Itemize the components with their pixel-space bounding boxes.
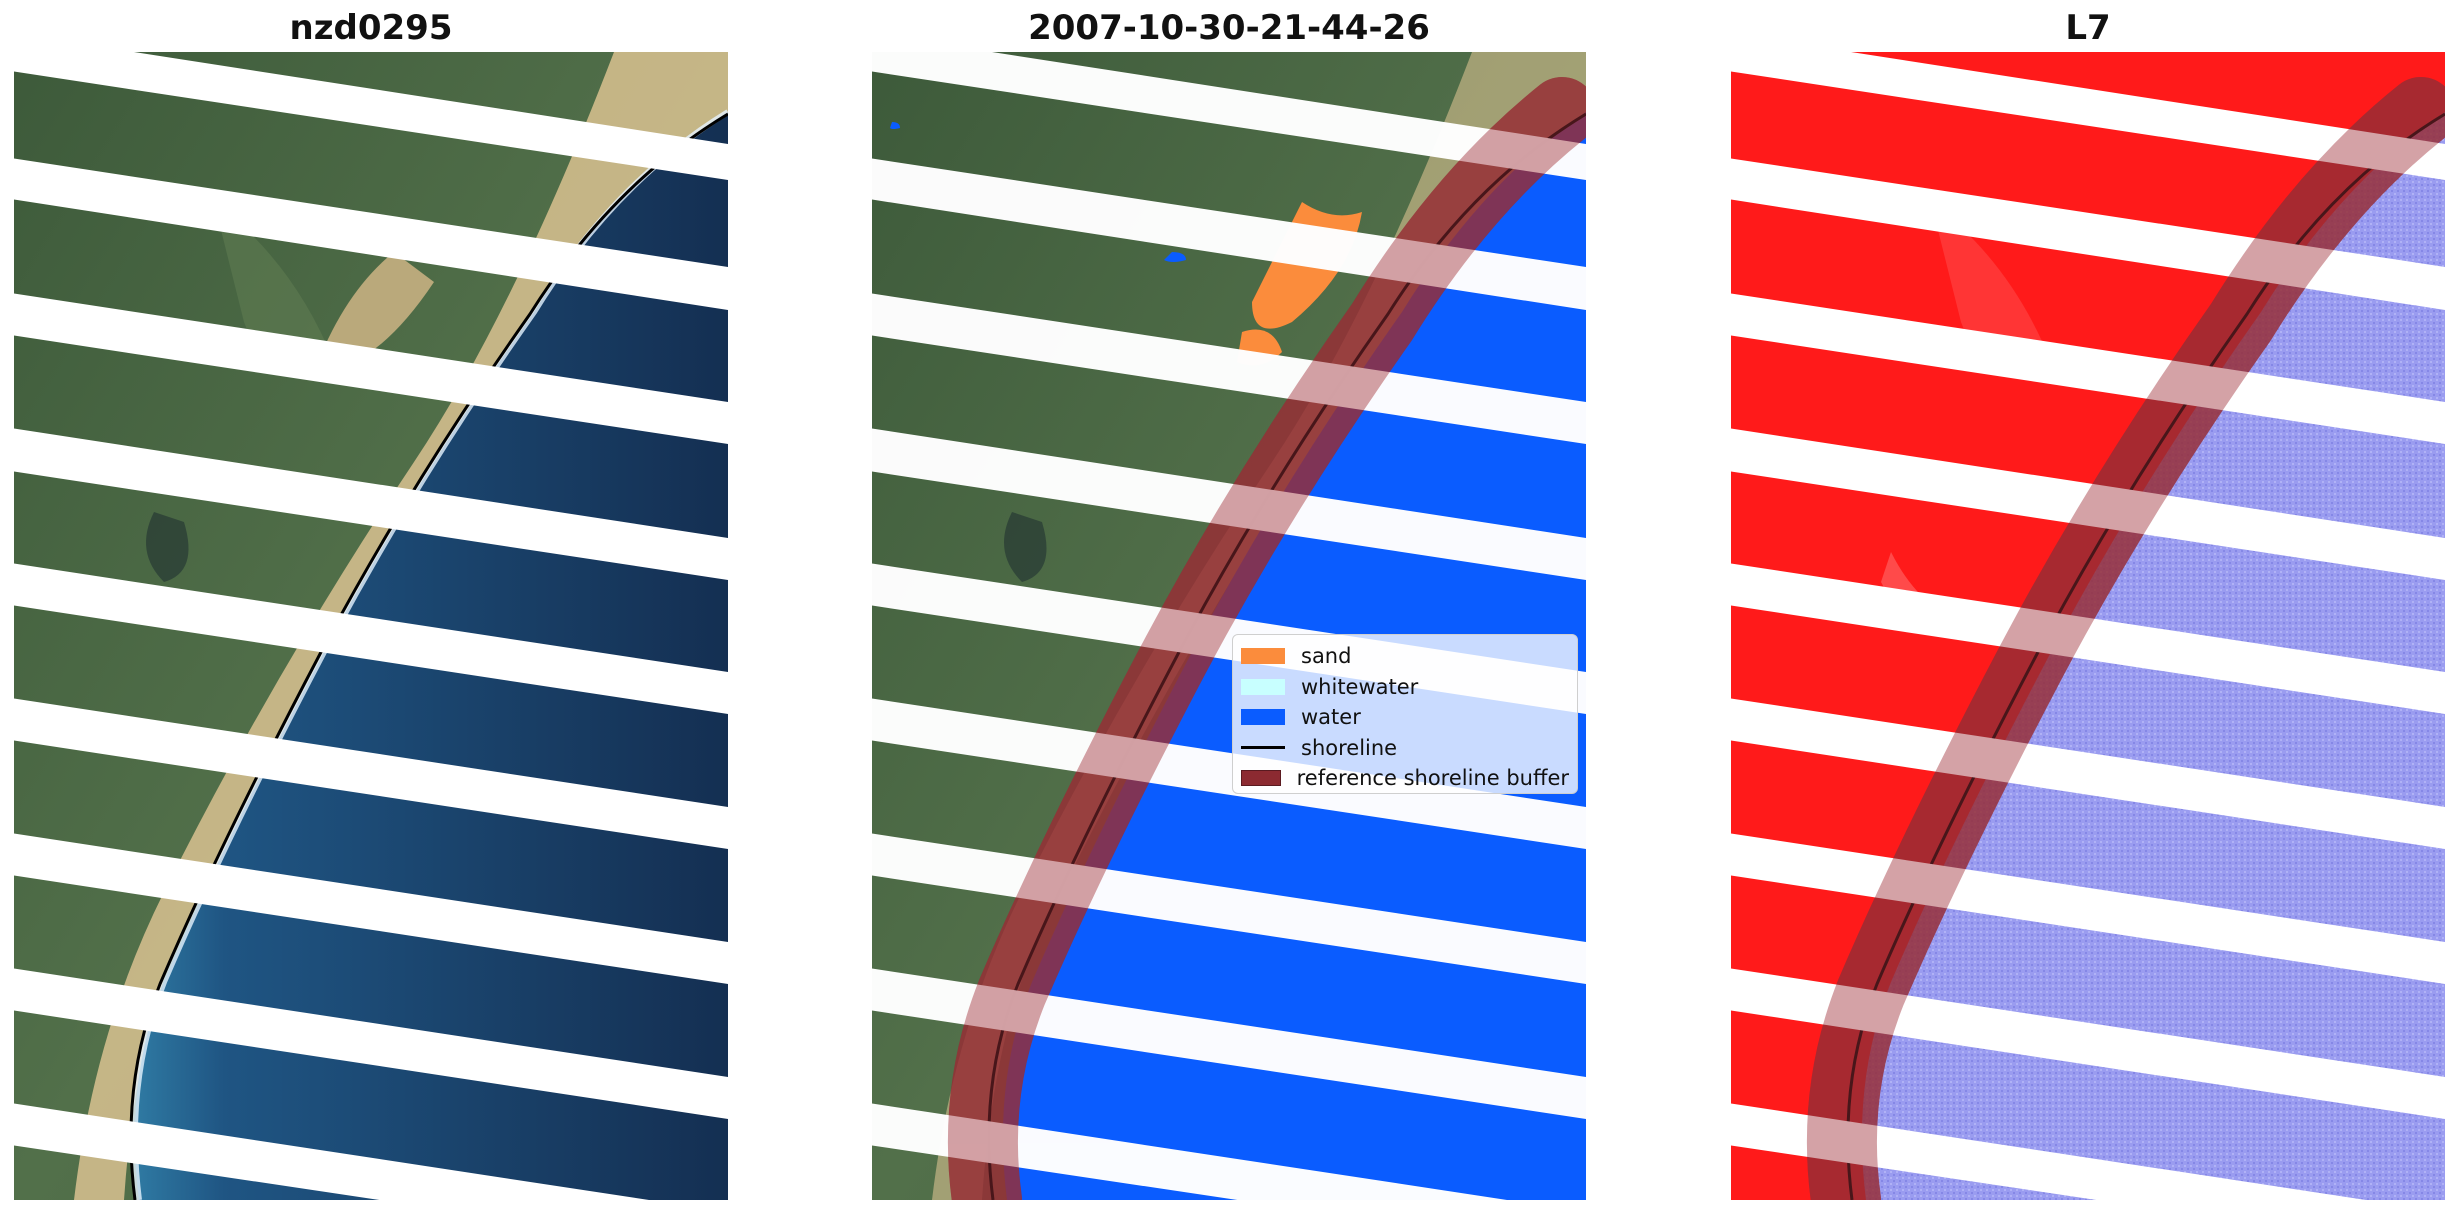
legend-item-sand: sand (1241, 641, 1569, 672)
panel-title-index: L7 (2065, 8, 2111, 48)
scanline-gaps (872, 52, 1586, 1200)
legend-swatch-water (1241, 709, 1285, 726)
panel-title-rgb: nzd0295 (289, 8, 453, 48)
rgb-image (14, 52, 728, 1200)
legend-item-shoreline: shoreline (1241, 733, 1569, 764)
index-panel (1731, 52, 2445, 1200)
legend-item-buffer: reference shoreline buffer (1241, 763, 1569, 794)
legend-swatch-whitewater (1241, 678, 1285, 695)
legend-swatch-buffer (1241, 770, 1281, 787)
scanline-gaps (1731, 52, 2445, 1200)
legend-label-whitewater: whitewater (1301, 674, 1419, 699)
legend: sand whitewater water shoreline referenc… (1232, 634, 1578, 794)
classification-panel (872, 52, 1586, 1200)
legend-label-buffer: reference shoreline buffer (1296, 766, 1569, 791)
scanline-gaps (14, 52, 728, 1200)
legend-label-shoreline: shoreline (1301, 735, 1398, 760)
panel-title-classification: 2007-10-30-21-44-26 (1028, 8, 1430, 48)
legend-item-whitewater: whitewater (1241, 672, 1569, 703)
index-image (1731, 52, 2445, 1200)
legend-item-water: water (1241, 702, 1569, 733)
legend-swatch-sand (1241, 648, 1285, 665)
legend-label-sand: sand (1301, 644, 1352, 669)
rgb-image-panel (14, 52, 728, 1200)
legend-line-shoreline (1241, 746, 1285, 750)
classification-image (872, 52, 1586, 1200)
legend-label-water: water (1301, 705, 1361, 730)
